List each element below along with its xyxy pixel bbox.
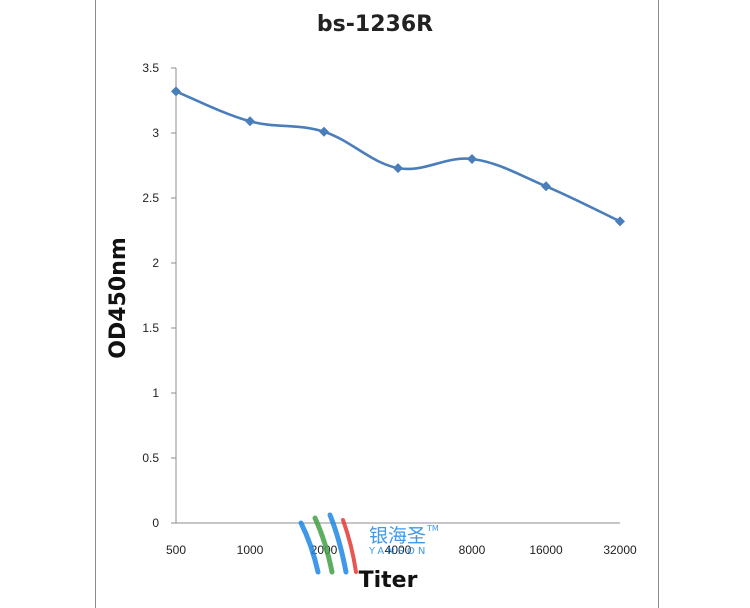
y-tick-label: 1.5 — [142, 321, 159, 335]
x-tick-label: 1000 — [237, 543, 264, 557]
y-tick-label: 3 — [152, 126, 159, 140]
data-point — [171, 86, 181, 97]
x-tick-label: 16000 — [529, 543, 563, 557]
logo-wave-cyan — [327, 512, 349, 575]
data-point — [541, 181, 551, 192]
series-group — [171, 86, 625, 227]
y-tick-label: 2 — [152, 256, 159, 270]
y-tick-label: 0.5 — [142, 451, 159, 465]
chart-title: bs-1236R — [317, 12, 433, 37]
data-point — [467, 154, 477, 164]
x-tick-label: 4000 — [385, 543, 412, 557]
watermark-tm: TM — [426, 524, 439, 533]
y-tick-label: 2.5 — [142, 191, 159, 205]
watermark-brand-en: YANSON — [368, 546, 428, 557]
y-axis-title: OD450nm — [106, 237, 131, 358]
chart-frame — [95, 0, 659, 608]
logo-wave-green — [312, 515, 335, 575]
data-point — [319, 126, 329, 137]
series-line — [175, 90, 621, 223]
y-axis: 0 0.5 1 1.5 2 2.5 3 3.5 — [142, 61, 177, 530]
y-tick-label: 0 — [152, 516, 159, 530]
data-point — [615, 216, 625, 227]
logo-wave-blue — [298, 520, 321, 575]
x-axis: 500 1000 2000 4000 8000 16000 32000 — [166, 522, 637, 557]
x-tick-label: 32000 — [603, 543, 637, 557]
x-tick-label: 8000 — [459, 543, 486, 557]
x-axis-title: Titer — [359, 568, 418, 593]
data-point — [245, 116, 255, 127]
logo-wave-red — [341, 518, 358, 574]
watermark-brand-text: 银海圣 — [369, 525, 426, 547]
y-tick-label: 1 — [152, 386, 159, 400]
data-point — [393, 163, 403, 174]
yanson-watermark-logo: 银海圣 TM YANSON — [298, 512, 439, 575]
y-tick-label: 3.5 — [142, 61, 159, 75]
x-tick-label: 500 — [166, 543, 186, 557]
